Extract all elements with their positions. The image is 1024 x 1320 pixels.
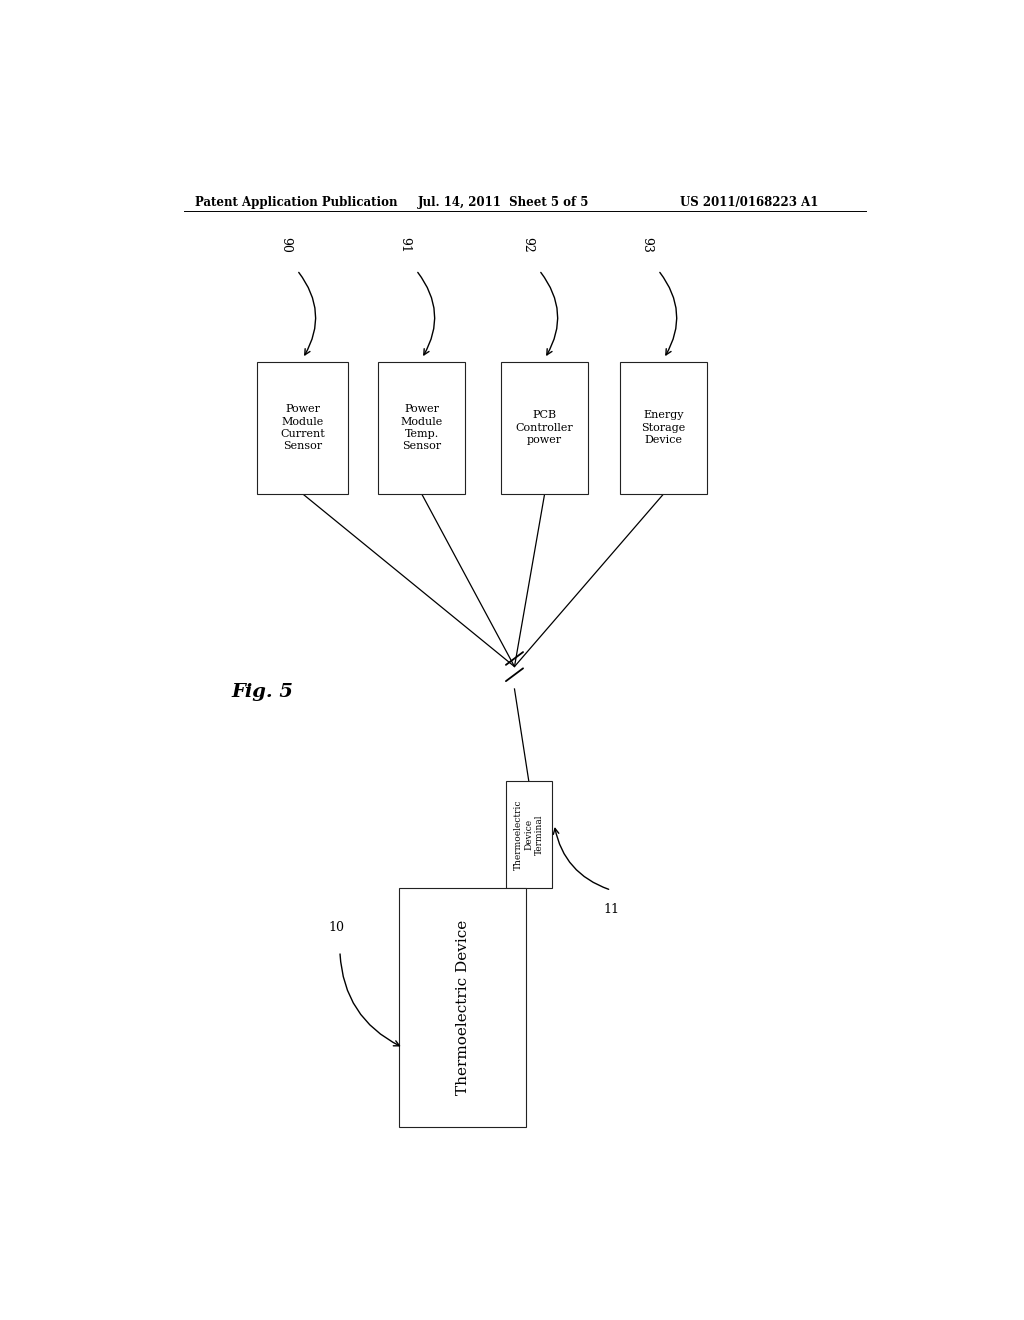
Bar [399,887,526,1126]
Text: Power
Module
Temp.
Sensor: Power Module Temp. Sensor [400,404,442,451]
Text: US 2011/0168223 A1: US 2011/0168223 A1 [680,195,818,209]
Text: Patent Application Publication: Patent Application Publication [196,195,398,209]
Text: Jul. 14, 2011  Sheet 5 of 5: Jul. 14, 2011 Sheet 5 of 5 [418,195,589,209]
Bar [506,781,552,887]
Text: 90: 90 [279,238,292,253]
Bar [501,362,588,494]
Text: 93: 93 [640,238,653,253]
Text: Fig. 5: Fig. 5 [231,682,293,701]
Text: 10: 10 [328,921,344,935]
Bar [620,362,708,494]
Text: 92: 92 [521,238,534,253]
Text: PCB
Controller
power: PCB Controller power [516,411,573,445]
Text: Thermoelectric Device: Thermoelectric Device [456,920,470,1094]
Text: 91: 91 [397,238,411,253]
Text: 11: 11 [603,903,620,916]
Bar [378,362,465,494]
Text: Power
Module
Current
Sensor: Power Module Current Sensor [281,404,325,451]
Text: Energy
Storage
Device: Energy Storage Device [642,411,686,445]
Bar [257,362,348,494]
Text: Thermoelectric
Device
Terminal: Thermoelectric Device Terminal [514,799,544,870]
